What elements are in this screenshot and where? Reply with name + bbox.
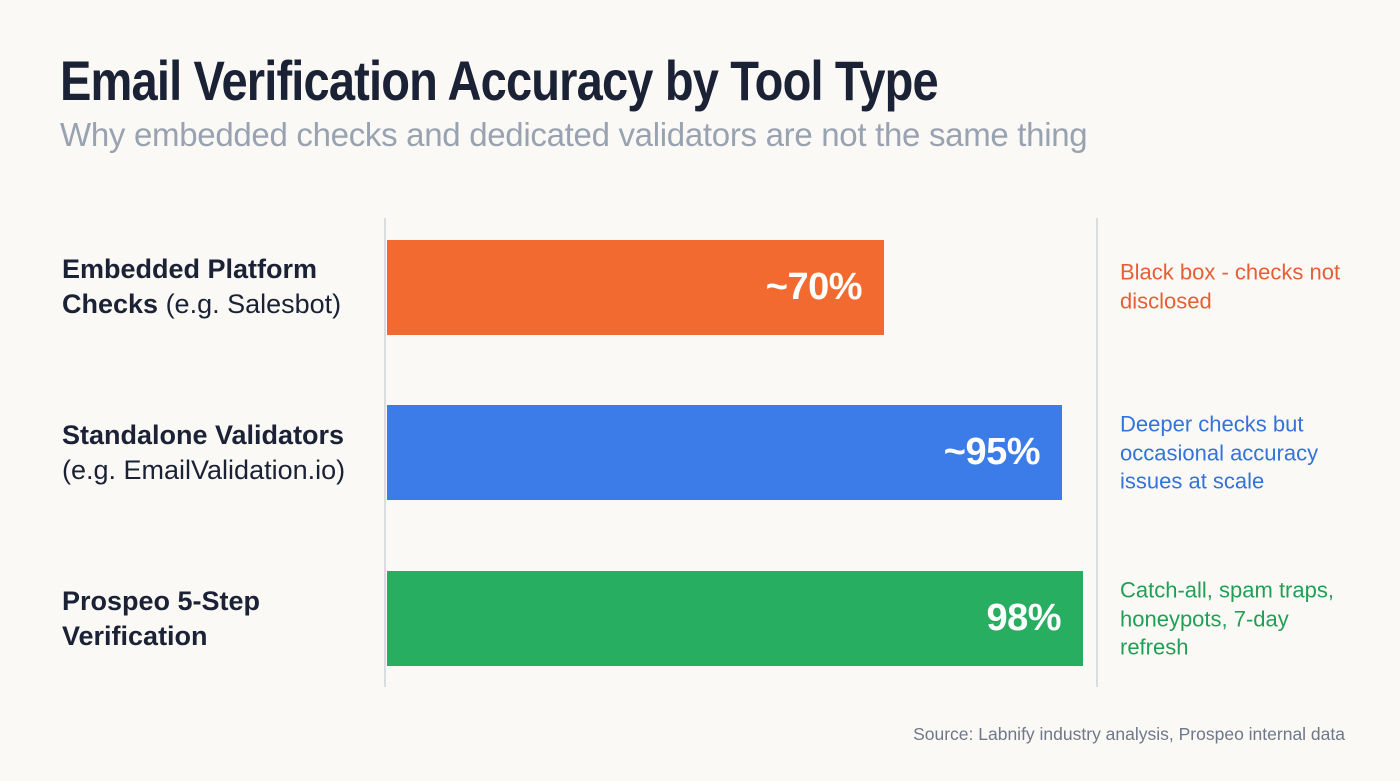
y-axis-line [384, 218, 386, 687]
scale-100-gridline [1096, 218, 1098, 687]
bar-embedded-checks: ~70% [387, 240, 884, 335]
row-label-bold: Prospeo 5-Step [62, 586, 261, 616]
row-label-line: (e.g. EmailValidation.io) [62, 453, 345, 488]
bar-value-label: ~70% [765, 266, 863, 308]
row-label-standalone-validators: Standalone Validators (e.g. EmailValidat… [62, 418, 345, 488]
bar-prospeo-verification: 98% [387, 571, 1083, 666]
row-label-bold: Embedded Platform [62, 254, 318, 284]
row-label-bold: Verification [62, 621, 208, 651]
row-label-bold: Checks [62, 289, 159, 319]
row-label-bold: Standalone Validators [62, 420, 345, 450]
chart-subtitle: Why embedded checks and dedicated valida… [60, 116, 1088, 153]
row-label-note: (e.g. EmailValidation.io) [62, 455, 346, 485]
row-label-prospeo-verification: Prospeo 5-Step Verification [62, 584, 260, 654]
row-label-line: Prospeo 5-Step [62, 584, 260, 619]
row-label-embedded-checks: Embedded Platform Checks (e.g. Salesbot) [62, 252, 341, 322]
chart-title: Email Verification Accuracy by Tool Type [60, 48, 1105, 113]
row-label-line: Standalone Validators [62, 418, 345, 453]
bar-value-label: 98% [986, 597, 1061, 639]
row-label-line: Verification [62, 619, 260, 654]
annotation-standalone-validators: Deeper checks but occasional accuracy is… [1120, 411, 1319, 494]
bar-standalone-validators: ~95% [387, 405, 1062, 500]
row-label-line: Checks (e.g. Salesbot) [62, 287, 341, 322]
bar-value-label: ~95% [943, 431, 1041, 473]
annotation-prospeo-verification: Catch-all, spam traps, honeypots, 7-day … [1120, 577, 1334, 660]
row-label-line: Embedded Platform [62, 252, 341, 287]
source-note: Source: Labnify industry analysis, Prosp… [913, 724, 1345, 744]
annotation-embedded-checks: Black box - checks not disclosed [1120, 259, 1341, 314]
chart-title-text: Email Verification Accuracy by Tool Type [60, 49, 939, 112]
row-label-note: (e.g. Salesbot) [158, 289, 342, 319]
